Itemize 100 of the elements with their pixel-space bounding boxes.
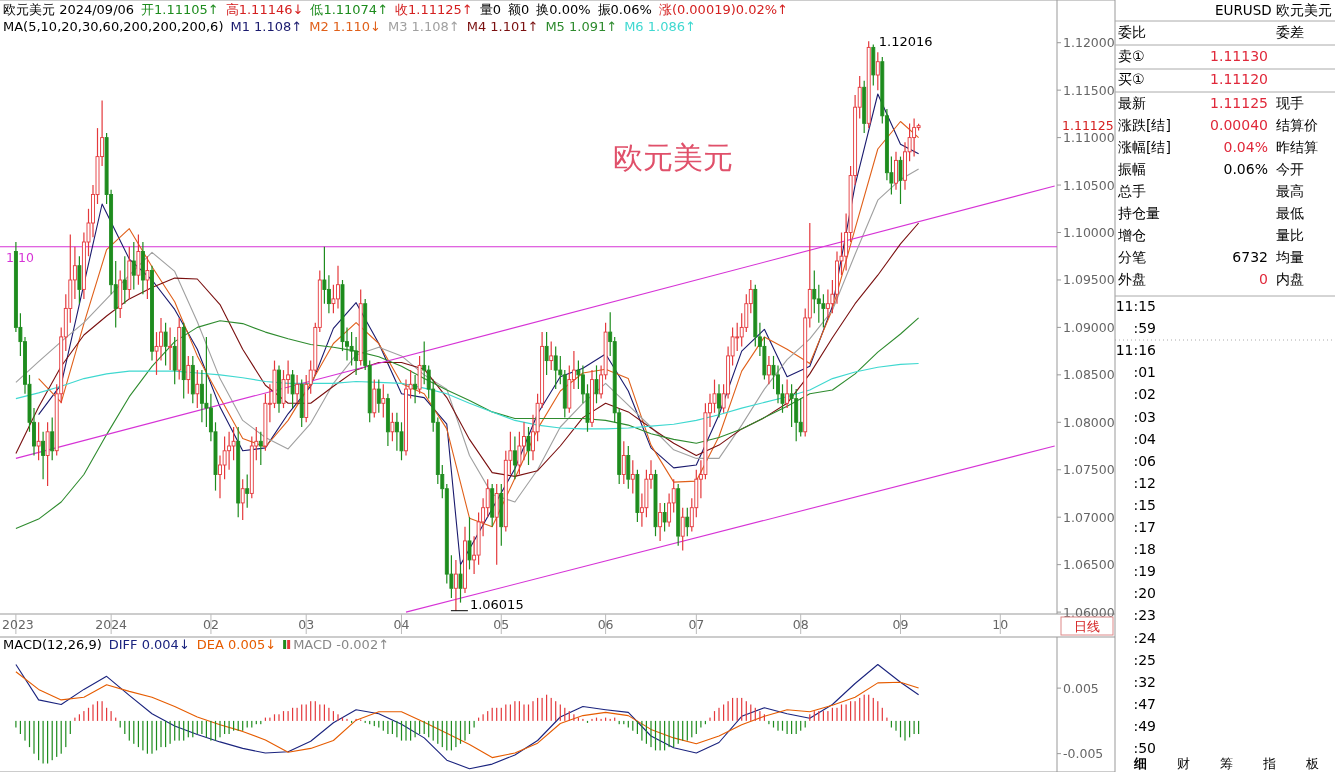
y-tick-label: 1.12000 <box>1063 35 1115 51</box>
text: 最高 <box>1276 183 1304 199</box>
text: 0.04% <box>1223 139 1268 155</box>
legend-title: MACD(12,26,9) <box>3 637 102 652</box>
y-tick-label: 1.10000 <box>1063 225 1115 240</box>
text: 均量 <box>1275 249 1304 265</box>
annotation: 换0.00% <box>536 2 591 17</box>
x-tick-label: 04 <box>393 617 410 632</box>
text: 指 <box>1261 756 1276 771</box>
text: :20 <box>1133 585 1156 602</box>
line-series <box>15 317 920 530</box>
text: 最新 <box>1118 95 1146 111</box>
series-label: DIFF 0.004↓ <box>108 637 190 652</box>
y-tick-label: 1.08500 <box>1063 367 1115 383</box>
text: M3 1.108↑ <box>387 19 460 34</box>
text: :32 <box>1133 673 1156 690</box>
text: :12 <box>1133 474 1156 491</box>
text: 委差 <box>1276 24 1304 40</box>
text: 1.11130 <box>1210 48 1268 64</box>
annotation: 开1.11105↑ <box>141 2 219 17</box>
annotation: 1.06015 <box>469 596 524 612</box>
text: 委比 <box>1118 24 1146 40</box>
annotation: 高1.11146↓ <box>225 2 304 17</box>
text: :06 <box>1133 452 1157 469</box>
text: :47 <box>1133 695 1156 712</box>
text: M6 1.086↑ <box>624 19 696 34</box>
y-tick-label: 1.06000 <box>1063 604 1115 620</box>
text: M2 1.110↓ <box>309 19 381 34</box>
text: 0 <box>1259 271 1268 287</box>
text: 6732 <box>1232 249 1268 265</box>
x-tick-label: 09 <box>892 617 909 632</box>
line-series <box>15 362 920 430</box>
text: DEA 0.005↓ <box>196 637 277 652</box>
text: 持仓量 <box>1118 205 1160 221</box>
text: 增仓 <box>1117 227 1146 243</box>
text: 昨结算 <box>1276 139 1318 155</box>
legend-label: MACD -0.002↑ <box>293 637 390 652</box>
x-tick-label: 03 <box>298 617 315 632</box>
annotation: 收1.11125↑ <box>395 2 473 17</box>
text: :04 <box>1133 430 1157 447</box>
y-tick-label: 1.07500 <box>1063 462 1115 478</box>
text: 1.11120 <box>1210 71 1268 87</box>
text: :59 <box>1133 320 1156 337</box>
text: :15 <box>1133 496 1156 513</box>
text: 11:16 <box>1115 342 1157 359</box>
text: :25 <box>1133 651 1156 668</box>
line-series <box>15 671 920 759</box>
text: :18 <box>1133 541 1156 558</box>
x-tick-label: 2023 <box>1 617 34 632</box>
text: :17 <box>1133 519 1156 535</box>
x-tick-label: 02 <box>202 617 219 632</box>
text: M4 1.101↑ <box>466 19 539 34</box>
annotation: 量0 <box>479 2 501 17</box>
text: :19 <box>1133 563 1156 580</box>
text: :02 <box>1133 386 1156 403</box>
text: 细 <box>1132 756 1147 771</box>
y-tick-label: 0.005 <box>1063 680 1099 696</box>
text: :03 <box>1133 408 1156 425</box>
text: :49 <box>1133 717 1156 734</box>
text: M1 1.108↑ <box>230 19 303 34</box>
text: 振幅 <box>1118 161 1146 177</box>
y-tick-label: 1.09000 <box>1063 319 1115 335</box>
text: 总手 <box>1117 183 1146 199</box>
text: :24 <box>1133 629 1157 646</box>
text: 外盘 <box>1118 271 1146 287</box>
text: 财 <box>1176 756 1190 771</box>
y-tick-label: 1.10500 <box>1063 177 1115 193</box>
text: 今开 <box>1276 161 1304 177</box>
annotation: 欧元美元 <box>613 140 733 175</box>
text: M5 1.091↑ <box>545 19 618 34</box>
x-tick-label: 10 <box>992 617 1009 632</box>
chart-title: 欧元美元 2024/09/06 <box>3 2 135 17</box>
y-tick-label: 1.07000 <box>1063 509 1115 525</box>
x-tick-label: 08 <box>792 617 809 632</box>
y-tick-label: 1.06500 <box>1063 557 1115 573</box>
text: 涨跌[结] <box>1118 117 1171 133</box>
text: :01 <box>1133 364 1156 381</box>
text: 内盘 <box>1276 271 1304 287</box>
text: 量比 <box>1276 227 1304 243</box>
text: :23 <box>1133 607 1156 624</box>
text: 日线 <box>1074 619 1100 634</box>
text: 最低 <box>1276 205 1304 221</box>
text: 买① <box>1118 71 1145 87</box>
text: 筹 <box>1219 756 1233 771</box>
text: 11:15 <box>1115 298 1156 314</box>
y-tick-label: 1.11500 <box>1063 82 1115 98</box>
text: 0.06% <box>1223 161 1268 177</box>
text: 现手 <box>1276 95 1304 111</box>
annotation: 低1.11074↑ <box>310 2 389 17</box>
text: 0.00040 <box>1210 117 1268 133</box>
x-tick-label: 2024 <box>95 617 128 632</box>
legend-title: MA(5,10,20,30,60,200,200,200,6) <box>3 19 224 34</box>
y-tick-label: -0.005 <box>1063 746 1104 762</box>
line-series <box>15 663 920 770</box>
annotation: 振0.06% <box>597 2 652 17</box>
text: 涨幅[结] <box>1118 139 1171 155</box>
text: EURUSD 欧元美元 <box>1215 2 1332 18</box>
annotation: 涨(0.00019)0.02%↑ <box>658 2 788 17</box>
x-tick-label: 06 <box>597 617 614 632</box>
text: 板 <box>1304 756 1319 771</box>
